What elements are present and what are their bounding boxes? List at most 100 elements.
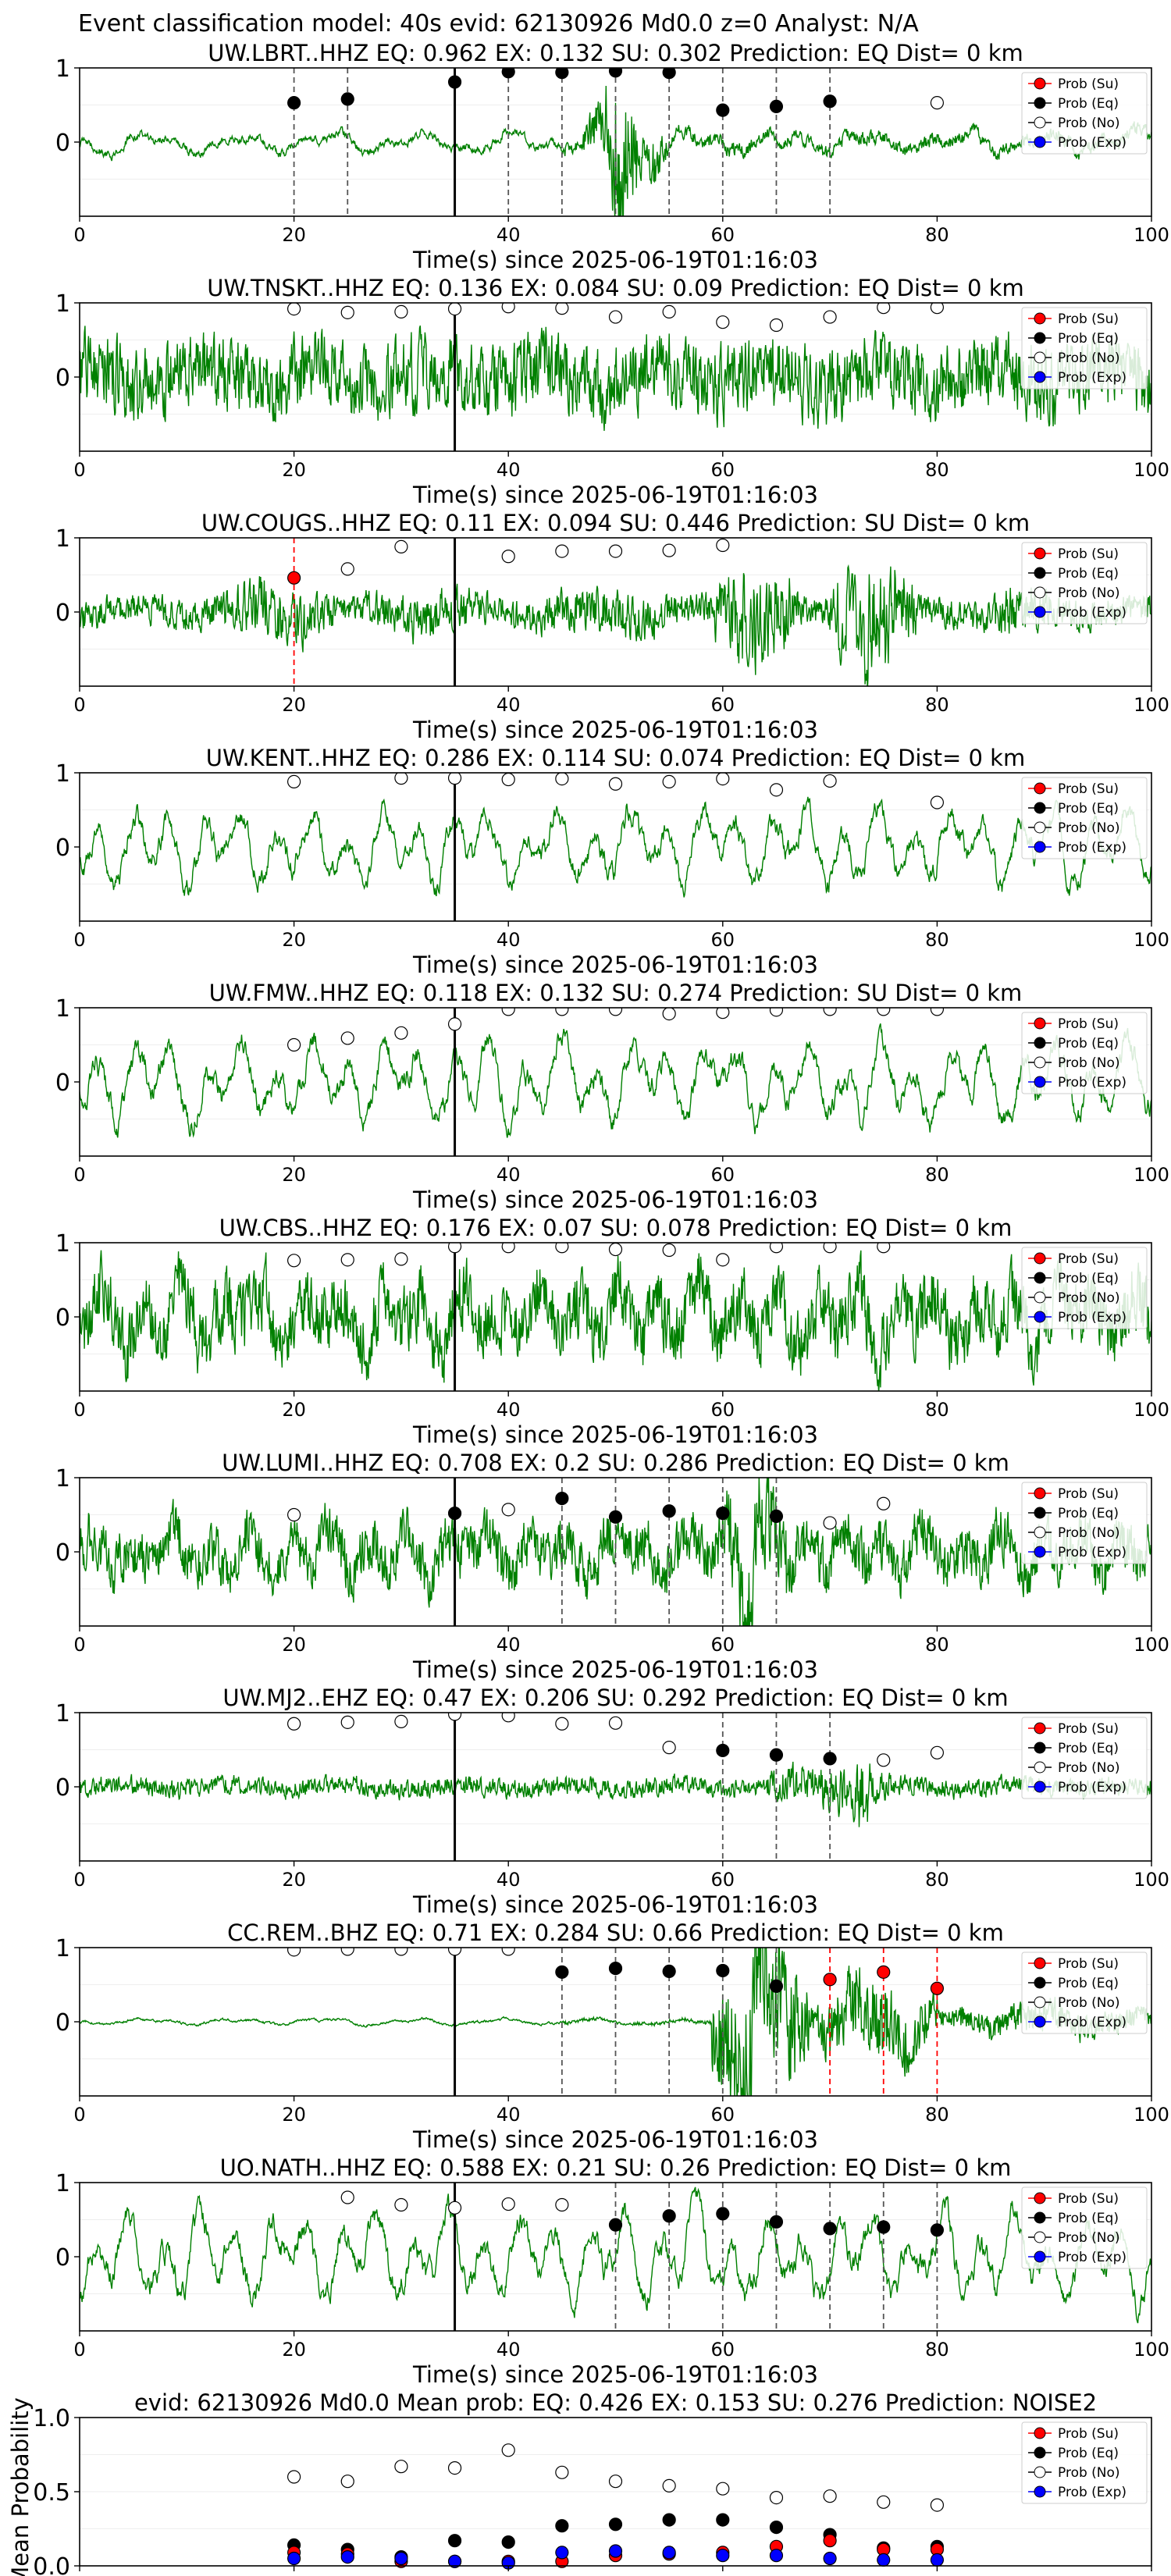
legend-label: Prob (Su)	[1058, 2426, 1119, 2442]
legend-marker	[1034, 351, 1046, 364]
prob-point-no	[287, 303, 301, 316]
prob-point-no	[501, 2197, 515, 2211]
x-axis-label: Time(s) since 2025-06-19T01:16:03	[412, 1891, 818, 1918]
x-tick-label: 0	[73, 694, 85, 716]
mean-point-exp	[608, 2544, 623, 2558]
legend-box	[1021, 2186, 1148, 2269]
prob-point-no	[823, 1516, 837, 1530]
legend-marker	[1034, 1076, 1046, 1088]
prob-point-no	[555, 1243, 569, 1254]
prob-point-no	[447, 1017, 462, 1031]
y-tick-label: 1.0	[33, 2405, 70, 2432]
legend-label: Prob (Eq)	[1058, 2211, 1119, 2226]
mean-point-no	[930, 2498, 945, 2512]
legend-marker	[1034, 1291, 1046, 1304]
legend-marker	[1034, 2466, 1046, 2478]
prob-point-no	[608, 544, 623, 558]
prob-point-eq	[608, 2218, 623, 2232]
legend-label: Prob (Su)	[1058, 781, 1119, 797]
legend-marker	[1034, 312, 1046, 325]
legend-label: Prob (No)	[1058, 1525, 1120, 1541]
x-tick-label: 80	[925, 2104, 949, 2126]
mean-point-no	[823, 2489, 837, 2503]
prob-point-no	[501, 303, 515, 314]
waveform-trace	[80, 1478, 1151, 1626]
x-tick-label: 100	[1134, 2574, 1169, 2576]
legend-marker	[1034, 2211, 1046, 2224]
panel-7: UW.LUMI..HHZ EQ: 0.708 EX: 0.2 SU: 0.286…	[55, 1450, 1169, 1683]
prob-point-no	[930, 303, 944, 315]
legend-label: Prob (No)	[1058, 1760, 1120, 1776]
x-tick-label: 20	[282, 2104, 306, 2126]
axes-frame	[79, 1242, 1152, 1392]
prob-point-eq	[501, 68, 515, 79]
prob-point-no	[394, 2197, 408, 2212]
x-tick-label: 0	[73, 224, 85, 246]
prob-point-eq	[823, 94, 837, 109]
prob-point-no	[501, 1713, 515, 1723]
legend-marker	[1034, 2231, 1046, 2243]
prob-point-eq	[608, 1962, 623, 1976]
prob-point-eq	[662, 2209, 676, 2223]
prob-point-eq	[769, 1979, 784, 1993]
mean-point-eq	[447, 2534, 462, 2548]
y-tick-label: 0	[55, 2244, 70, 2272]
x-tick-label: 0	[73, 2104, 85, 2126]
prob-point-no	[823, 774, 837, 788]
panel-title: UO.NATH..HHZ EQ: 0.588 EX: 0.21 SU: 0.26…	[220, 2154, 1012, 2181]
panels: UW.LBRT..HHZ EQ: 0.962 EX: 0.132 SU: 0.3…	[7, 40, 1169, 2576]
legend-marker	[1034, 116, 1046, 129]
legend-label: Prob (Eq)	[1058, 566, 1119, 582]
legend-box	[1021, 1717, 1148, 1799]
prob-point-no	[394, 1252, 408, 1266]
axes-frame	[79, 772, 1152, 922]
x-tick-label: 0	[73, 929, 85, 951]
legend-marker	[1034, 2192, 1046, 2204]
x-tick-label: 100	[1134, 1869, 1169, 1891]
x-axis-label: Time(s) since 2025-06-19T01:16:03	[412, 717, 818, 743]
legend-marker	[1034, 567, 1046, 579]
prob-point-no	[394, 304, 408, 318]
prob-point-no	[555, 2197, 569, 2212]
y-tick-label: 1	[55, 1700, 70, 1727]
legend-marker	[1034, 802, 1046, 814]
mean-point-exp	[447, 2554, 462, 2568]
x-tick-label: 60	[711, 2104, 735, 2126]
legend-label: Prob (Eq)	[1058, 2446, 1119, 2461]
prob-point-no	[608, 1716, 623, 1730]
legend-box	[1021, 1482, 1148, 1564]
x-tick-label: 60	[711, 1869, 735, 1891]
waveform-trace	[80, 796, 1151, 898]
panel-2: UW.TNSKT..HHZ EQ: 0.136 EX: 0.084 SU: 0.…	[55, 275, 1169, 508]
prob-point-no	[501, 1948, 515, 1956]
legend-marker	[1034, 1996, 1046, 2008]
legend-label: Prob (Exp)	[1058, 370, 1127, 386]
x-tick-label: 80	[925, 1869, 949, 1891]
prob-point-no	[877, 1753, 891, 1767]
prob-point-no	[447, 303, 462, 316]
legend-box	[1021, 1952, 1148, 2034]
x-tick-label: 20	[282, 1869, 306, 1891]
prob-point-su	[823, 1973, 837, 1987]
x-tick-label: 20	[282, 2574, 306, 2576]
prob-point-eq	[823, 2222, 837, 2236]
x-tick-label: 0	[73, 1634, 85, 1656]
legend-marker	[1034, 1017, 1046, 1030]
x-tick-label: 100	[1134, 1399, 1169, 1421]
legend-marker	[1034, 1311, 1046, 1323]
prob-point-no	[930, 795, 945, 809]
x-axis-label: Time(s) since 2025-06-19T01:16:03	[412, 1421, 818, 1448]
mean-point-eq	[555, 2519, 569, 2533]
prob-point-eq	[447, 75, 462, 89]
prob-point-eq	[340, 92, 354, 106]
legend-marker	[1034, 2446, 1046, 2459]
legend-marker	[1034, 782, 1046, 795]
prob-point-no	[823, 1008, 837, 1016]
x-tick-label: 100	[1134, 929, 1169, 951]
x-tick-label: 80	[925, 1634, 949, 1656]
mean-point-exp	[662, 2546, 676, 2560]
x-tick-label: 80	[925, 2339, 949, 2361]
panel-1: UW.LBRT..HHZ EQ: 0.962 EX: 0.132 SU: 0.3…	[55, 40, 1169, 273]
prob-point-eq	[608, 1510, 623, 1524]
x-tick-label: 20	[282, 1164, 306, 1186]
